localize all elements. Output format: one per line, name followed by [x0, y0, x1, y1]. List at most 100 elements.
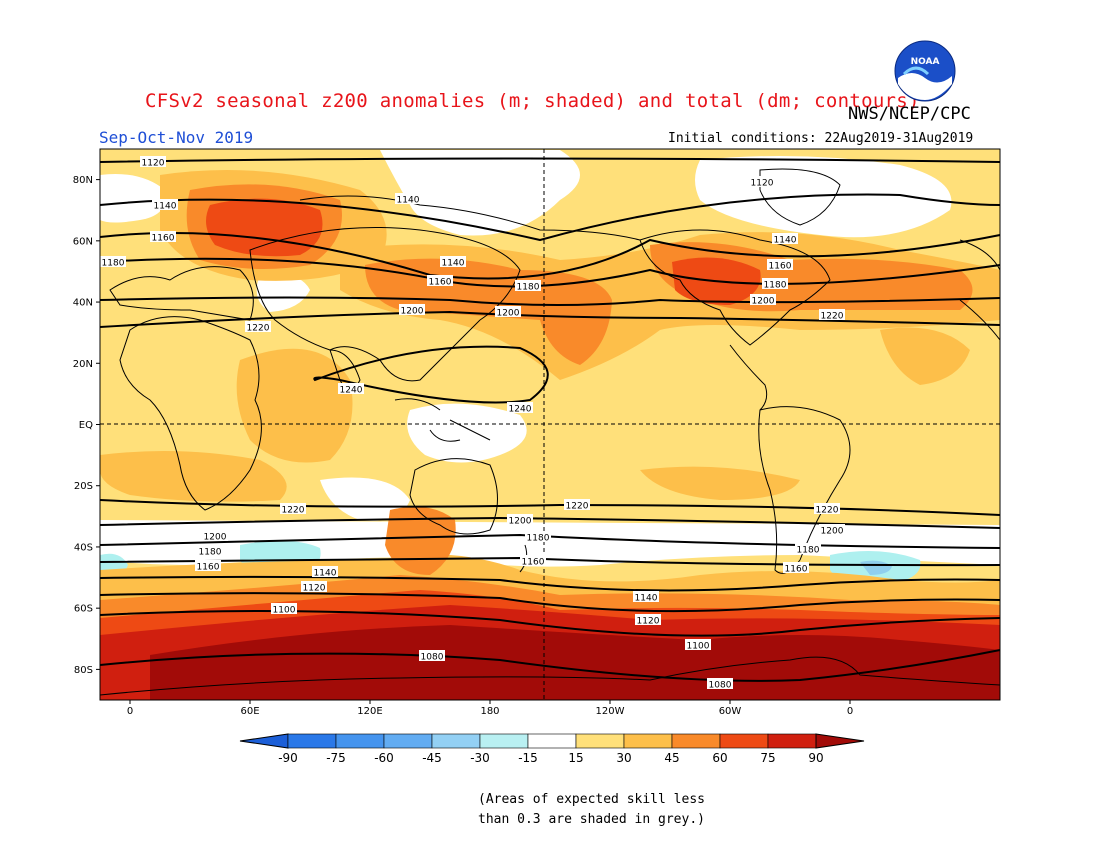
colorbar-label: -90 — [278, 751, 298, 765]
contour-label-text: 1140 — [442, 259, 465, 269]
contour-label-text: 1240 — [509, 405, 532, 415]
coastlines — [100, 168, 1000, 696]
shade-neutral-south-band — [100, 520, 1000, 567]
contour-label-text: 1240 — [340, 386, 363, 396]
contour-label: 1140 — [772, 233, 798, 246]
contour-label-text: 1180 — [764, 281, 787, 291]
contour-label: 1160 — [783, 562, 809, 575]
lat-tick-label: 20N — [73, 359, 93, 370]
lon-tick-label: 60W — [719, 706, 742, 717]
contour-1140-n — [99, 193, 1001, 242]
contour-1240 — [313, 345, 549, 404]
contour-label-text: 1120 — [751, 179, 774, 189]
contour-label-text: 1200 — [509, 517, 532, 527]
lon-tick-label: 60E — [240, 706, 259, 717]
lat-tick-label: 80N — [73, 175, 93, 186]
contour-label-text: 1220 — [247, 324, 270, 334]
skill-note-line-2: than 0.3 are shaded in grey.) — [478, 812, 705, 827]
lat-tick-label: EQ — [79, 420, 93, 431]
colorbar-label: -75 — [326, 751, 346, 765]
contour-label: 1180 — [100, 256, 126, 269]
contour-label: 1160 — [427, 275, 453, 288]
contour-label-text: 1220 — [282, 506, 305, 516]
contour-label: 1100 — [685, 639, 711, 652]
contour-label: 1140 — [395, 193, 421, 206]
contour-label: 1080 — [419, 650, 445, 663]
coast-north-america — [639, 229, 831, 346]
contour-label-text: 1160 — [785, 565, 808, 575]
contour-label-text: 1160 — [522, 558, 545, 568]
contour-label: 1160 — [767, 259, 793, 272]
colorbar-segment — [719, 733, 769, 749]
contour-label-text: 1160 — [429, 278, 452, 288]
contour-label-text: 1200 — [821, 527, 844, 537]
contour-label-text: 1120 — [637, 617, 660, 627]
coast-indonesia — [394, 398, 491, 442]
contour-label: 1120 — [635, 614, 661, 627]
contour-label-text: 1220 — [816, 506, 839, 516]
contour-label-text: 1200 — [752, 297, 775, 307]
contour-label: 1240 — [507, 402, 533, 415]
contour-label: 1180 — [525, 531, 551, 544]
coast-arctic-russia — [299, 195, 641, 241]
contour-1200-n — [99, 296, 1001, 306]
contour-label-text: 1160 — [769, 262, 792, 272]
map-title: CFSv2 seasonal z200 anomalies (m; shaded… — [145, 90, 920, 112]
shade-neutral-west — [100, 174, 166, 223]
coast-africa — [119, 316, 262, 511]
contour-label: 1180 — [762, 278, 788, 291]
coast-south-america — [758, 406, 851, 574]
colorbar-segment — [335, 733, 385, 749]
shade-neutral-indonesia — [407, 403, 527, 463]
contour-label-text: 1140 — [635, 594, 658, 604]
initial-conditions-label: Initial conditions: 22Aug2019-31Aug2019 — [668, 131, 974, 146]
lon-tick-label: 120W — [596, 706, 625, 717]
contour-label-text: 1100 — [273, 606, 296, 616]
contour-1080-s — [99, 649, 1001, 682]
contour-label-text: 1180 — [517, 283, 540, 293]
contour-label-text: 1080 — [709, 681, 732, 691]
coast-europe — [109, 266, 254, 321]
colorbar-segment — [287, 733, 337, 749]
contour-label-text: 1200 — [204, 533, 227, 543]
contour-1220-s — [99, 499, 1001, 516]
contour-label-text: 1160 — [152, 234, 175, 244]
contour-1180-s — [99, 533, 1001, 549]
shade-neutral-south-atl — [320, 477, 410, 521]
contour-label: 1120 — [301, 581, 327, 594]
contour-label-text: 1200 — [497, 309, 520, 319]
contour-label-text: 1120 — [142, 159, 165, 169]
colorbar-segment — [671, 733, 721, 749]
contour-label-text: 1180 — [797, 546, 820, 556]
contour-label: 1220 — [564, 499, 590, 512]
colorbar-label: -15 — [518, 751, 538, 765]
lon-tick-label: 180 — [480, 706, 499, 717]
contour-label: 1140 — [440, 256, 466, 269]
colorbar-segment — [527, 733, 577, 749]
coast-central-america — [729, 344, 768, 411]
contour-label-text: 1100 — [687, 642, 710, 652]
skill-note-line-1: (Areas of expected skill less — [478, 792, 705, 807]
coast-australia — [409, 458, 498, 535]
shade-30-pac-south — [640, 466, 800, 500]
colorbar-segment — [431, 733, 481, 749]
lat-tick-label: 60N — [73, 236, 93, 247]
lon-tick-label: 0 — [127, 706, 133, 717]
colorbar-right-arrow — [815, 733, 865, 749]
lat-tick-label: 60S — [74, 604, 93, 615]
contour-label: 1140 — [312, 566, 338, 579]
contour-label: 1160 — [195, 560, 221, 573]
longitude-axis: 0 60E 120E 180 120W 60W 0 — [127, 700, 853, 717]
colorbar-label: 75 — [760, 751, 775, 765]
contour-1180-n — [99, 257, 1001, 288]
contour-label: 1120 — [140, 156, 166, 169]
lon-tick-label: 120E — [357, 706, 382, 717]
latitude-axis: 80N 60N 40N 20N EQ 20S 40S 60S 80S — [73, 175, 100, 676]
contour-label-text: 1140 — [314, 569, 337, 579]
contour-label-text: 1200 — [401, 307, 424, 317]
contour-1120-s — [99, 592, 1001, 613]
lat-tick-label: 20S — [74, 481, 93, 492]
skill-note: (Areas of expected skill less than 0.3 a… — [478, 790, 705, 830]
lat-tick-label: 80S — [74, 665, 93, 676]
colorbar: -90 -75 -60 -45 -30 -15 15 30 45 60 75 90 — [239, 733, 865, 765]
